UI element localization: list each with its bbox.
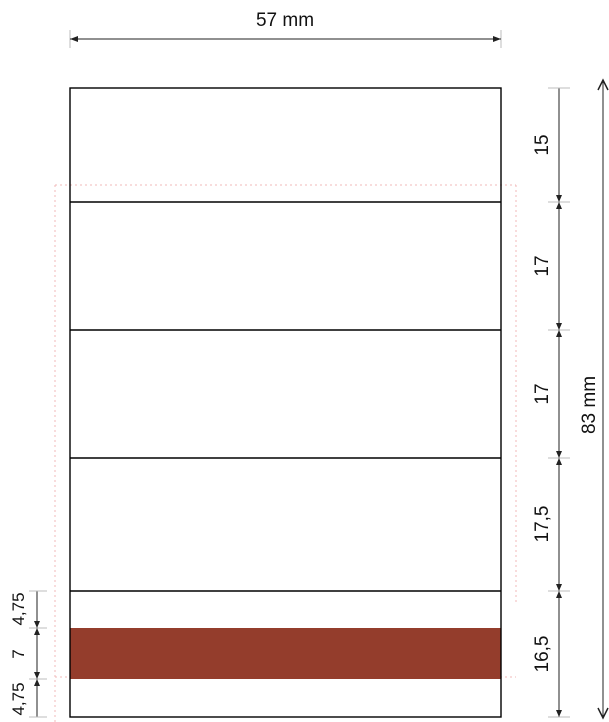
bottom-arrow-1b [34, 628, 40, 635]
section-arrow-2b [556, 330, 562, 337]
section-arrow-1a [556, 195, 562, 202]
section-arrow-1b [556, 202, 562, 209]
height-arrow-top [597, 78, 609, 91]
bottom-arrow-1a [34, 621, 40, 628]
section-arrow-4a [556, 584, 562, 591]
width-dimension: 57 mm [69, 10, 502, 48]
color-band [70, 628, 501, 679]
height-label: 83 mm [579, 376, 600, 434]
section-arrow-3b [556, 458, 562, 465]
bottom-part-label-3: 4,75 [9, 682, 28, 715]
section-arrow-4b [556, 591, 562, 598]
label-body [69, 87, 502, 718]
bottom-part-label-2: 7 [9, 649, 28, 658]
width-arrow-left [70, 36, 78, 42]
bottom-part-label-1: 4,75 [9, 592, 28, 625]
section-dimensions: 15 17 17 17,5 16,5 [532, 87, 570, 718]
label-outline [69, 87, 502, 718]
section-label-3: 17 [532, 383, 553, 404]
height-dimension: 83 mm [579, 78, 609, 720]
section-label-1: 15 [532, 134, 553, 155]
section-arrow-2a [556, 323, 562, 330]
width-arrow-right [493, 36, 501, 42]
section-arrow-5 [556, 710, 562, 717]
bottom-arrow-2a [34, 672, 40, 679]
section-label-5: 16,5 [532, 636, 553, 673]
section-arrow-3a [556, 451, 562, 458]
section-label-4: 17,5 [532, 506, 553, 543]
bottom-part-dimensions: 4,75 7 4,75 [9, 590, 47, 718]
bottom-arrow-2b [34, 679, 40, 686]
width-label: 57 mm [256, 10, 314, 31]
height-arrow-bottom [597, 707, 609, 720]
section-label-2: 17 [532, 255, 553, 276]
